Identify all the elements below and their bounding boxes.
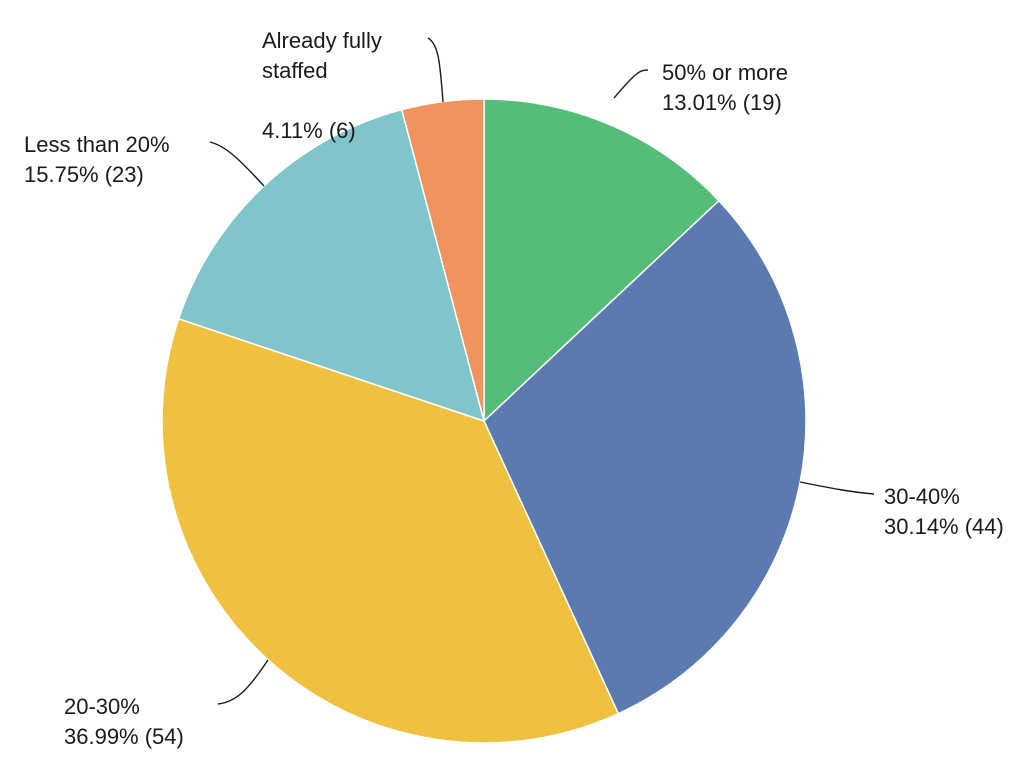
slice-label-less-than-20: Less than 20% 15.75% (23)	[24, 132, 170, 187]
leader-line-already-fully-staffed	[427, 37, 444, 103]
slice-value: 13.01% (19)	[662, 90, 782, 115]
slice-name-line-2: staffed	[262, 58, 328, 83]
slice-value: 30.14% (44)	[884, 514, 1004, 539]
leader-line-20-30	[217, 659, 269, 705]
pie-slices	[161, 98, 807, 744]
slice-name: 20-30%	[64, 694, 140, 719]
pie-slice-50-or-more	[483, 98, 720, 423]
slice-label-50-or-more: 50% or more 13.01% (19)	[662, 60, 788, 115]
slice-value: 36.99% (54)	[64, 724, 184, 749]
slice-name: 50% or more	[662, 60, 788, 85]
pie-slice-20-30	[161, 317, 620, 744]
slice-label-20-30: 20-30% 36.99% (54)	[64, 694, 184, 749]
leader-line-less-than-20	[209, 141, 265, 187]
slice-label-already-fully-staffed: Already fully staffed 4.11% (6)	[262, 28, 382, 143]
slice-label-30-40: 30-40% 30.14% (44)	[884, 484, 1004, 539]
leader-line-30-40	[799, 481, 875, 495]
leader-lines	[209, 37, 875, 705]
slice-name: Less than 20%	[24, 132, 170, 157]
pie-slice-30-40	[483, 199, 807, 715]
slice-value: 4.11% (6)	[262, 118, 356, 143]
slice-value: 15.75% (23)	[24, 162, 144, 187]
leader-line-50-or-more	[613, 69, 649, 99]
slice-name-line-1: Already fully	[262, 28, 382, 53]
slice-name: 30-40%	[884, 484, 960, 509]
